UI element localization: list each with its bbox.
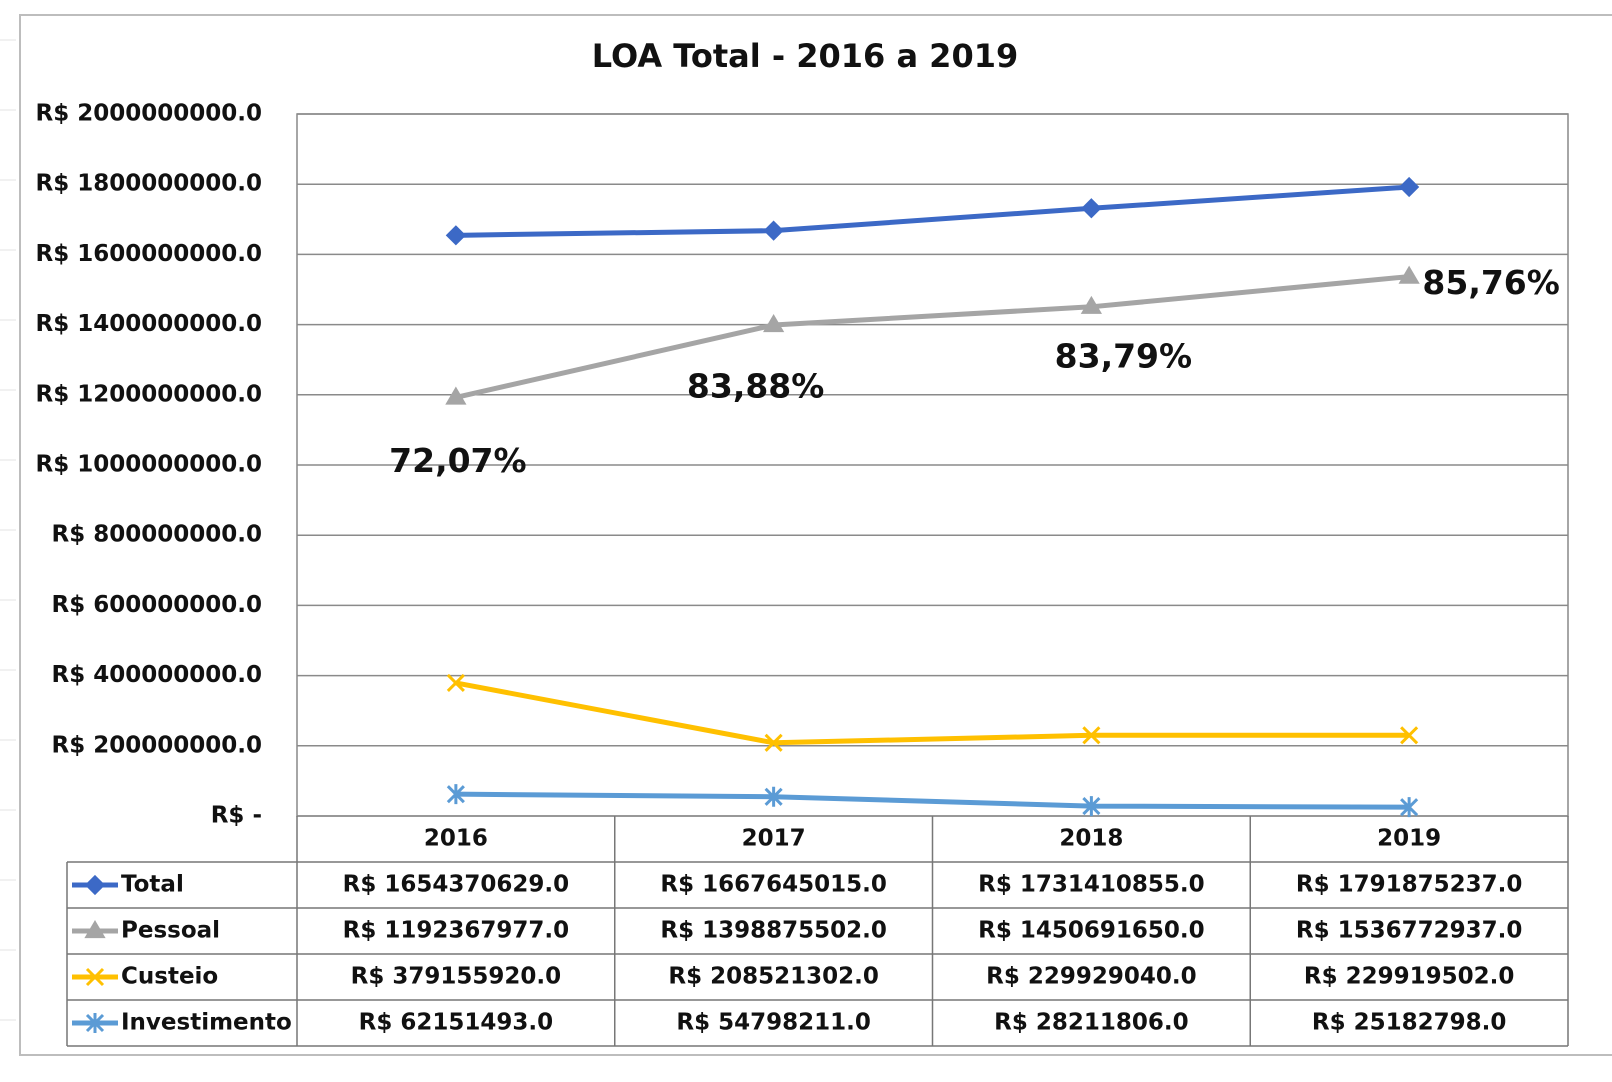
legend-label: Pessoal bbox=[121, 918, 220, 944]
y-tick-label: R$ 1000000000.0 bbox=[36, 452, 263, 478]
legend-label: Custeio bbox=[121, 964, 218, 990]
y-tick-label: R$ 600000000.0 bbox=[52, 592, 263, 618]
table-cell: R$ 208521302.0 bbox=[668, 964, 879, 990]
annotation: 83,79% bbox=[1055, 336, 1192, 375]
series-line bbox=[455, 680, 1410, 746]
table-cell: R$ 1791875237.0 bbox=[1296, 872, 1523, 898]
point-marker bbox=[1399, 176, 1420, 198]
chart-title: LOA Total - 2016 a 2019 bbox=[592, 37, 1018, 75]
annotation: 83,88% bbox=[687, 366, 824, 405]
y-tick-label: R$ 200000000.0 bbox=[52, 732, 263, 758]
legend-marker bbox=[85, 967, 105, 987]
y-tick-label: R$ 1800000000.0 bbox=[36, 171, 263, 197]
x-tick-label: 2019 bbox=[1377, 826, 1441, 852]
table-cell: R$ 1450691650.0 bbox=[978, 918, 1205, 944]
table-cell: R$ 25182798.0 bbox=[1312, 1010, 1507, 1036]
point-marker bbox=[764, 733, 783, 752]
point-marker bbox=[1082, 796, 1101, 817]
series-line bbox=[455, 184, 1410, 238]
point-marker bbox=[763, 314, 785, 333]
point-marker bbox=[1400, 726, 1419, 745]
series-line bbox=[455, 274, 1410, 400]
series-line bbox=[455, 791, 1410, 810]
spreadsheet-background bbox=[0, 39, 16, 1021]
point-marker bbox=[1398, 265, 1420, 284]
point-marker bbox=[1081, 198, 1102, 219]
point-marker bbox=[763, 220, 784, 241]
x-tick-label: 2017 bbox=[742, 826, 806, 852]
y-tick-label: R$ 800000000.0 bbox=[52, 522, 263, 548]
table-cell: R$ 229919502.0 bbox=[1304, 964, 1515, 990]
legend-label: Investimento bbox=[121, 1010, 292, 1036]
table-cell: R$ 1398875502.0 bbox=[660, 918, 887, 944]
y-tick-label: R$ 1200000000.0 bbox=[36, 381, 263, 407]
table-cell: R$ 1731410855.0 bbox=[978, 872, 1205, 898]
table-cell: R$ 54798211.0 bbox=[676, 1010, 871, 1036]
point-marker bbox=[1082, 726, 1101, 745]
annotation: 85,76% bbox=[1422, 263, 1559, 302]
x-tick-label: 2016 bbox=[424, 826, 488, 852]
table-cell: R$ 62151493.0 bbox=[359, 1010, 554, 1036]
legend-label: Total bbox=[121, 872, 184, 898]
point-marker bbox=[445, 386, 467, 405]
y-tick-label: R$ 1600000000.0 bbox=[36, 241, 263, 267]
x-tick-label: 2018 bbox=[1059, 826, 1123, 852]
point-marker bbox=[446, 784, 465, 805]
table-cell: R$ 379155920.0 bbox=[351, 964, 562, 990]
y-tick-label: R$ 400000000.0 bbox=[52, 662, 263, 688]
point-marker bbox=[446, 673, 465, 692]
legend-marker bbox=[84, 920, 106, 939]
legend-marker bbox=[85, 1013, 105, 1033]
table-cell: R$ 1536772937.0 bbox=[1296, 918, 1523, 944]
table-cell: R$ 1654370629.0 bbox=[343, 872, 570, 898]
table-cell: R$ 1667645015.0 bbox=[660, 872, 887, 898]
table-cell: R$ 229929040.0 bbox=[986, 964, 1197, 990]
point-marker bbox=[445, 225, 466, 246]
y-tick-label: R$ 1400000000.0 bbox=[36, 311, 263, 337]
table-cell: R$ 1192367977.0 bbox=[343, 918, 570, 944]
y-tick-label: R$ 2000000000.0 bbox=[36, 101, 263, 127]
point-marker bbox=[764, 786, 783, 807]
legend-marker bbox=[84, 874, 106, 896]
y-tick-label: R$ - bbox=[211, 803, 262, 829]
table-cell: R$ 28211806.0 bbox=[994, 1010, 1189, 1036]
point-marker bbox=[1080, 295, 1103, 314]
point-marker bbox=[1400, 797, 1419, 818]
annotation: 72,07% bbox=[389, 441, 526, 480]
